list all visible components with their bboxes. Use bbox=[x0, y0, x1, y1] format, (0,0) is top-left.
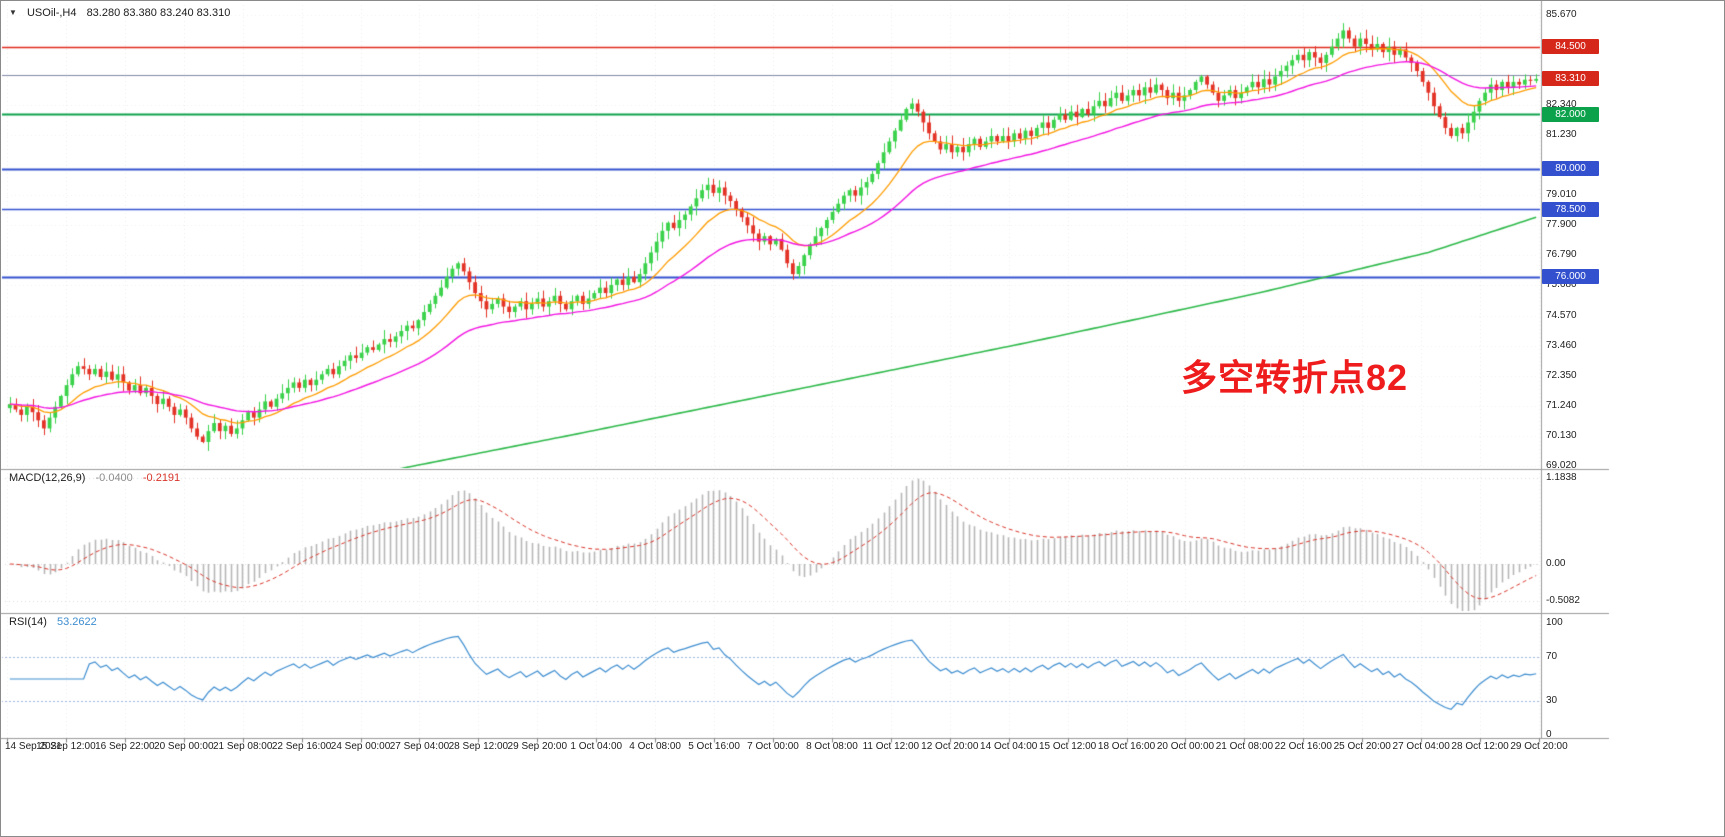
price-axis-label: 79.010 bbox=[1546, 189, 1577, 201]
time-axis-label: 12 Oct 20:00 bbox=[921, 741, 979, 752]
time-axis-label: 22 Oct 16:00 bbox=[1274, 741, 1332, 752]
price-axis-label: 85.670 bbox=[1546, 9, 1577, 20]
price-axis-label: 74.570 bbox=[1546, 309, 1577, 321]
price-axis-label: 82.340 bbox=[1546, 99, 1577, 111]
price-axis-label: 71.240 bbox=[1546, 399, 1577, 411]
price-axis-label: 77.900 bbox=[1546, 219, 1577, 231]
macd-main-value: -0.0400 bbox=[95, 472, 133, 484]
price-badge: 83.310 bbox=[1542, 71, 1599, 87]
price-axis-label: 69.020 bbox=[1546, 459, 1577, 471]
annotation-text: 多空转折点82 bbox=[1181, 357, 1409, 398]
time-axis-label: 27 Oct 04:00 bbox=[1392, 741, 1450, 752]
time-axis-label: 5 Oct 16:00 bbox=[688, 741, 740, 752]
rsi-name-label: RSI(14) bbox=[9, 616, 47, 628]
macd-axis-label: 1.1838 bbox=[1546, 472, 1577, 484]
price-axis[interactable]: 85.670 82.340 81.230 79.010 77.900 76.790 75.6… bbox=[1541, 1, 1621, 740]
time-axis-label: 25 Oct 20:00 bbox=[1333, 741, 1391, 752]
macd-axis-label: -0.5082 bbox=[1546, 594, 1580, 606]
price-axis-label: 73.460 bbox=[1546, 339, 1577, 351]
time-axis-label: 18 Oct 16:00 bbox=[1097, 741, 1156, 752]
time-axis-label: 20 Oct 00:00 bbox=[1156, 741, 1215, 752]
price-badge: 80.000 bbox=[1542, 161, 1599, 177]
time-axis-label: 24 Sep 00:00 bbox=[330, 741, 391, 752]
macd-signal-value: -0.2191 bbox=[142, 472, 181, 484]
time-axis[interactable]: 14 Sep 2021 15 Sep 12:00 16 Sep 22:00 20 Se… bbox=[1, 739, 1611, 757]
ohlc-values-label: 83.280 83.380 83.240 83.310 bbox=[86, 7, 231, 19]
time-axis-label: 8 Oct 08:00 bbox=[806, 741, 858, 752]
time-axis-label: 4 Oct 08:00 bbox=[629, 741, 681, 752]
price-axis-label: 75.680 bbox=[1546, 279, 1577, 291]
price-axis-label: 76.790 bbox=[1546, 249, 1577, 261]
price-axis-label: 72.350 bbox=[1546, 369, 1577, 381]
time-axis-label: 21 Sep 08:00 bbox=[212, 741, 273, 752]
rsi-axis-label: 70 bbox=[1546, 650, 1558, 662]
macd-axis-label: 0.00 bbox=[1546, 558, 1566, 569]
time-axis-label: 1 Oct 04:00 bbox=[570, 741, 623, 752]
macd-indicator-label: MACD(12,26,9) -0.0400 -0.2191 bbox=[9, 472, 187, 484]
time-axis-label: 14 Sep 2021 bbox=[5, 741, 62, 752]
chart-canvas[interactable] bbox=[1, 1, 1724, 761]
symbol-marker-icon: ▼ bbox=[9, 8, 17, 17]
rsi-axis-label: 30 bbox=[1546, 695, 1558, 707]
symbol-period-label: USOil-,H4 bbox=[26, 7, 77, 19]
time-axis-label: 29 Sep 20:00 bbox=[507, 741, 568, 752]
time-axis-label: 11 Oct 12:00 bbox=[862, 741, 920, 752]
time-axis-label: 27 Sep 04:00 bbox=[389, 741, 450, 752]
rsi-indicator-label: RSI(14) 53.2622 bbox=[9, 616, 104, 628]
price-badge: 82.000 bbox=[1542, 106, 1599, 122]
time-axis-label: 15 Sep 12:00 bbox=[36, 741, 96, 752]
rsi-axis-label: 0 bbox=[1546, 729, 1552, 740]
time-axis-label: 22 Sep 16:00 bbox=[271, 741, 332, 752]
time-axis-label: 14 Oct 04:00 bbox=[980, 741, 1038, 752]
time-axis-label: 29 Oct 20:00 bbox=[1510, 741, 1568, 752]
time-axis-label: 21 Oct 08:00 bbox=[1215, 741, 1274, 752]
price-badge: 84.500 bbox=[1542, 39, 1599, 55]
rsi-axis-label: 100 bbox=[1546, 617, 1563, 628]
price-badge: 76.000 bbox=[1542, 269, 1599, 285]
time-axis-label: 20 Sep 00:00 bbox=[154, 741, 214, 752]
time-axis-label: 16 Sep 22:00 bbox=[95, 741, 155, 752]
price-axis-label: 70.130 bbox=[1546, 429, 1577, 441]
time-axis-label: 7 Oct 00:00 bbox=[747, 741, 799, 752]
time-axis-label: 28 Oct 12:00 bbox=[1451, 741, 1509, 752]
chart-title: ▼ USOil-,H4 83.280 83.380 83.240 83.310 bbox=[9, 7, 237, 19]
macd-name-label: MACD(12,26,9) bbox=[9, 472, 86, 484]
time-axis-label: 28 Sep 12:00 bbox=[448, 741, 509, 752]
time-axis-label: 15 Oct 12:00 bbox=[1038, 741, 1097, 752]
rsi-value: 53.2622 bbox=[56, 616, 97, 628]
price-axis-label: 81.230 bbox=[1546, 129, 1577, 141]
price-badge: 78.500 bbox=[1542, 201, 1599, 217]
